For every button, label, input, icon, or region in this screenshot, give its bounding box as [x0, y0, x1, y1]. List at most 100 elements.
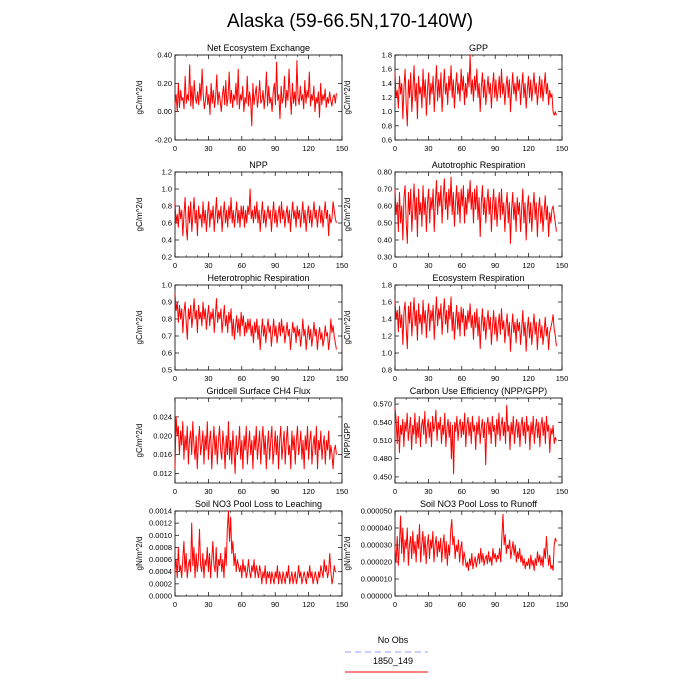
x-tick-label: 90 — [491, 261, 499, 270]
y-tick-label: 0.540 — [373, 418, 392, 427]
x-tick-label: 150 — [556, 374, 569, 383]
panel-gridcell-surface-ch4-flux: Gridcell Surface CH4 Flux 0 30 60 90 120 150 0.… — [135, 386, 348, 496]
panel-npp: NPP 0 30 60 90 120 150 0.2 0.4 0.6 0.8 1.0 1.2 gC/m^2… — [135, 160, 348, 270]
y-tick-label: 0.000040 — [361, 524, 392, 533]
series-line-net-ecosystem-exchange — [174, 60, 337, 127]
y-axis-label: gC/m^2/d — [135, 81, 144, 115]
panel-title: Net Ecosystem Exchange — [207, 43, 310, 53]
panel-title: Soil NO3 Pool Loss to Leaching — [195, 499, 322, 509]
y-tick-label: 0.40 — [377, 236, 392, 245]
y-tick-label: 0.0012 — [149, 519, 172, 528]
x-tick-label: 60 — [238, 144, 246, 153]
y-tick-label: 0.480 — [373, 454, 392, 463]
y-tick-label: 0.012 — [153, 469, 172, 478]
y-tick-label: 0.80 — [377, 168, 392, 177]
y-tick-label: 1.0 — [382, 349, 392, 358]
y-tick-label: 0.000000 — [361, 592, 392, 601]
y-tick-label: 0.6 — [382, 136, 392, 145]
y-axis-label: gC/m^2/d — [343, 198, 352, 232]
x-tick-label: 120 — [522, 261, 535, 270]
series-line-soil-no3-pool-loss-to-leaching — [174, 510, 337, 585]
y-tick-label: 0.0010 — [149, 531, 172, 540]
panel-heterotrophic-respiration: Heterotrophic Respiration 0 30 60 90 120 150 0.… — [135, 273, 348, 383]
x-tick-label: 60 — [458, 600, 466, 609]
x-tick-label: 60 — [238, 374, 246, 383]
y-tick-label: 0.0008 — [149, 543, 172, 552]
x-tick-label: 90 — [491, 144, 499, 153]
y-tick-label: 0.000020 — [361, 558, 392, 567]
y-axis-label: NPP/GPP — [343, 423, 352, 459]
plot-frame — [174, 171, 343, 258]
plot-frame — [174, 284, 343, 371]
x-tick-label: 120 — [302, 600, 315, 609]
panel-title: Carbon Use Efficiency (NPP/GPP) — [410, 386, 547, 396]
panel-title: Heterotrophic Respiration — [207, 273, 309, 283]
panel-title: Autotrophic Respiration — [432, 160, 526, 170]
series-line-npp — [174, 188, 337, 241]
x-tick-label: 120 — [522, 600, 535, 609]
x-tick-label: 120 — [302, 261, 315, 270]
y-tick-label: 0.40 — [157, 51, 172, 60]
y-axis-label: gC/m^2/d — [135, 424, 144, 458]
y-tick-label: 0.2 — [162, 253, 172, 262]
x-tick-label: 30 — [204, 374, 212, 383]
x-tick-label: 30 — [204, 261, 212, 270]
y-tick-label: 0.70 — [377, 185, 392, 194]
y-tick-label: 1.2 — [162, 168, 172, 177]
y-axis-label: gC/m^2/d — [135, 198, 144, 232]
x-tick-label: 60 — [238, 600, 246, 609]
x-tick-label: 0 — [393, 144, 397, 153]
y-axis-label: gC/m^2/d — [135, 311, 144, 345]
panel-carbon-use-efficiency-npp-gpp: Carbon Use Efficiency (NPP/GPP) 0 30 60 90 12… — [343, 386, 568, 496]
y-tick-label: 0.8 — [382, 366, 392, 375]
y-tick-label: 0.020 — [153, 431, 172, 440]
y-tick-label: 1.2 — [382, 332, 392, 341]
panel-autotrophic-respiration: Autotrophic Respiration 0 30 60 90 120 150 0.30… — [343, 160, 568, 270]
y-tick-label: 1.6 — [382, 298, 392, 307]
y-tick-label: 1.0 — [162, 185, 172, 194]
x-tick-label: 90 — [491, 487, 499, 496]
panel-ecosystem-respiration: Ecosystem Respiration 0 30 60 90 120 150 0.8 1.0… — [343, 273, 568, 383]
x-tick-label: 90 — [271, 600, 279, 609]
y-tick-label: 0.0002 — [149, 579, 172, 588]
y-axis-label: gN/m^2/d — [135, 537, 144, 571]
x-tick-label: 30 — [424, 374, 432, 383]
y-tick-label: 1.2 — [382, 93, 392, 102]
series-line-carbon-use-efficiency-npp-gpp — [394, 404, 557, 475]
x-tick-label: 30 — [204, 144, 212, 153]
x-tick-label: 0 — [173, 261, 177, 270]
x-tick-label: 120 — [522, 144, 535, 153]
y-tick-label: 0.0006 — [149, 555, 172, 564]
x-tick-label: 30 — [204, 487, 212, 496]
x-tick-label: 0 — [393, 600, 397, 609]
figure-title: Alaska (59-66.5N,170-140W) — [227, 11, 473, 32]
plot-frame — [174, 510, 343, 597]
x-tick-label: 30 — [204, 600, 212, 609]
x-tick-label: 90 — [491, 374, 499, 383]
x-tick-label: 150 — [556, 261, 569, 270]
y-tick-label: 0.000010 — [361, 575, 392, 584]
x-tick-label: 120 — [302, 144, 315, 153]
x-tick-label: 30 — [424, 144, 432, 153]
y-tick-label: 0.0000 — [149, 592, 172, 601]
x-tick-label: 150 — [556, 600, 569, 609]
x-tick-label: 90 — [271, 261, 279, 270]
series-line-soil-no3-pool-loss-to-runoff — [394, 513, 557, 571]
y-axis-label: gN/m^2/d — [343, 537, 352, 571]
x-tick-label: 0 — [173, 487, 177, 496]
series-line-gridcell-surface-ch4-flux — [174, 416, 337, 475]
x-tick-label: 0 — [393, 374, 397, 383]
panel-title: Soil NO3 Pool Loss to Runoff — [420, 499, 537, 509]
legend: No Obs 1850_149 — [345, 635, 428, 673]
y-tick-label: 1.8 — [382, 51, 392, 60]
y-tick-label: 0.6 — [162, 219, 172, 228]
x-tick-label: 60 — [458, 374, 466, 383]
plot-frame — [174, 54, 343, 141]
y-axis-label: gC/m^2/d — [343, 311, 352, 345]
y-tick-label: 0.8 — [162, 202, 172, 211]
y-tick-label: 0.20 — [157, 79, 172, 88]
plot-frame — [174, 397, 343, 484]
x-tick-label: 90 — [271, 487, 279, 496]
x-tick-label: 0 — [173, 374, 177, 383]
x-tick-label: 60 — [238, 261, 246, 270]
